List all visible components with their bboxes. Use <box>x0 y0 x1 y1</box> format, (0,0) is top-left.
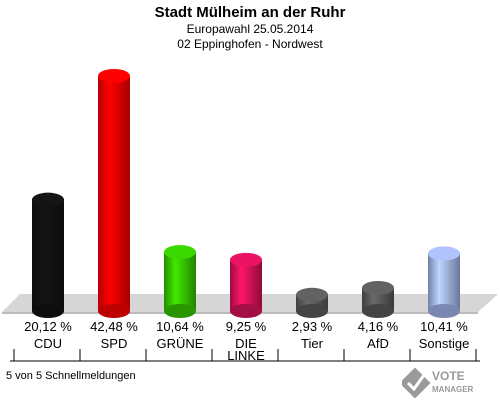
category-label-0: CDU <box>34 336 62 351</box>
value-label-5: 4,16 % <box>358 319 399 334</box>
value-label-4: 2,93 % <box>292 319 333 334</box>
value-label-3: 9,25 % <box>226 319 267 334</box>
bar-1 <box>98 75 130 311</box>
bar-base-3 <box>230 304 262 318</box>
bar-top-6 <box>428 246 460 261</box>
logo-text-manager: MANAGER <box>432 385 474 394</box>
bar-top-2 <box>164 245 196 260</box>
bar-base-1 <box>98 304 130 318</box>
bar-top-4 <box>296 287 328 302</box>
bar-top-3 <box>230 252 262 267</box>
category-label-1: SPD <box>101 336 128 351</box>
category-label-3-1: LINKE <box>227 348 265 363</box>
chart-title: Stadt Mülheim an der Ruhr <box>154 4 346 21</box>
bar-0 <box>32 199 64 311</box>
category-label-3-0: DIE <box>235 336 257 351</box>
bar-6 <box>428 253 460 311</box>
vote-manager-logo: VOTE MANAGER <box>402 367 474 398</box>
bar-top-1 <box>98 68 130 83</box>
category-label-4: Tier <box>301 336 324 351</box>
bar-base-2 <box>164 304 196 318</box>
value-label-2: 10,64 % <box>156 319 204 334</box>
bar-3 <box>230 259 262 311</box>
bar-2 <box>164 252 196 311</box>
bar-base-0 <box>32 304 64 318</box>
chart-subtitle-election: Europawahl 25.05.2014 <box>186 22 314 36</box>
category-label-5: AfD <box>367 336 389 351</box>
value-label-0: 20,12 % <box>24 319 72 334</box>
bar-base-4 <box>296 304 328 318</box>
category-label-6: Sonstige <box>419 336 470 351</box>
chart-subtitle-district: 02 Eppinghofen - Nordwest <box>177 37 323 51</box>
bar-top-0 <box>32 192 64 207</box>
bar-top-5 <box>362 280 394 295</box>
logo-text-vote: VOTE <box>432 369 465 383</box>
reporting-status: 5 von 5 Schnellmeldungen <box>6 370 136 382</box>
category-label-2: GRÜNE <box>157 336 204 351</box>
value-label-1: 42,48 % <box>90 319 138 334</box>
chart-header: Stadt Mülheim an der Ruhr Europawahl 25.… <box>0 4 500 52</box>
bar-base-5 <box>362 304 394 318</box>
value-label-6: 10,41 % <box>420 319 468 334</box>
bar-base-6 <box>428 304 460 318</box>
